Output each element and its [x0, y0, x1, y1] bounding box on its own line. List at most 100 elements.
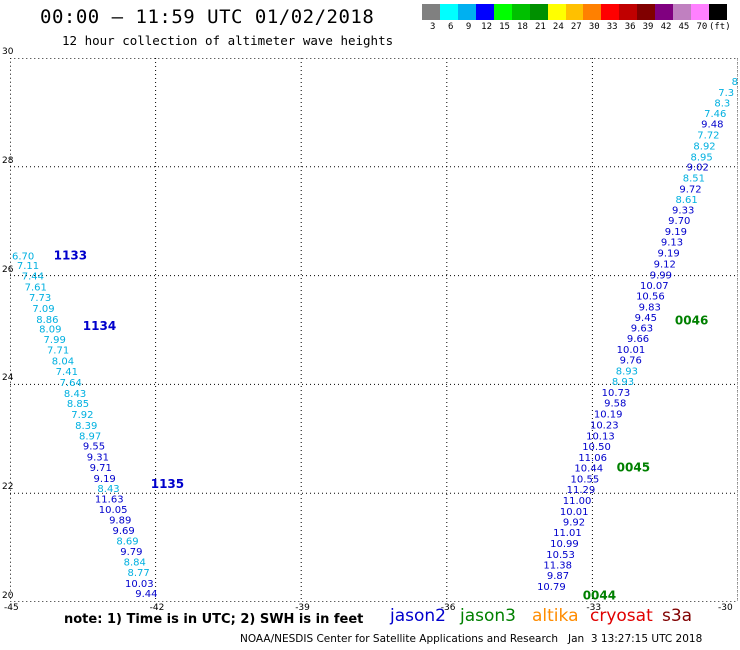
wave-height-value: 11.38: [543, 560, 572, 571]
wave-height-value: 10.56: [636, 292, 665, 303]
wave-height-value: 9.71: [90, 463, 112, 474]
wave-height-value: 8.39: [75, 421, 97, 432]
wave-height-value: 9.58: [604, 399, 626, 410]
wave-height-value: 9.69: [112, 526, 134, 537]
wave-height-value: 7.44: [22, 271, 44, 282]
wave-height-value: 9.44: [135, 589, 157, 600]
pass-time-label: 0044: [583, 588, 616, 602]
y-tick-label: 30: [2, 47, 14, 57]
wave-height-value: 7.61: [25, 282, 47, 293]
wave-height-value: 9.55: [83, 442, 105, 453]
wave-height-value: 9.19: [665, 227, 687, 238]
wave-height-value: 8.69: [116, 536, 138, 547]
wave-height-value: 8.85: [67, 399, 89, 410]
satellite-legend-s3a: s3a: [662, 606, 693, 626]
color-scale-label: 3: [430, 22, 436, 32]
x-tick-label: -45: [4, 603, 19, 613]
wave-height-value: 9.19: [94, 474, 116, 485]
color-scale-label: 6: [447, 22, 454, 32]
x-tick-label: -42: [149, 603, 165, 613]
wave-height-value: 9.92: [563, 517, 585, 528]
x-tick-label: -36: [440, 603, 456, 613]
plot-frame: [10, 58, 738, 602]
color-scale-label: 27: [570, 22, 582, 32]
color-swatch: [709, 4, 727, 20]
y-tick-label: 20: [2, 591, 14, 601]
satellite-legend-cryosat: cryosat: [590, 606, 653, 626]
wave-height-value: 8.43: [97, 484, 119, 495]
wave-height-value: 8.77: [128, 568, 150, 579]
wave-height-value: 10.23: [590, 420, 619, 431]
color-scale-label: 21: [534, 22, 546, 32]
pass-time-label: 1134: [83, 319, 116, 333]
wave-height-value: 7.41: [56, 367, 78, 378]
wave-height-value: 9.45: [635, 313, 657, 324]
wave-height-value: 9.12: [654, 259, 676, 270]
wave-height-value: 8.93: [612, 377, 634, 388]
wave-height-value: 10.07: [640, 281, 669, 292]
wave-height-value: 7.09: [32, 304, 54, 315]
wave-height-value: 10.01: [560, 507, 589, 518]
wave-height-value: 7.92: [71, 410, 93, 421]
color-scale-label: 18: [517, 22, 528, 32]
wave-height-map: 6.707.117.447.617.737.098.868.097.997.71…: [10, 58, 738, 602]
wave-height-value: 8.09: [39, 325, 61, 336]
color-swatch: [529, 4, 548, 20]
wave-height-value: 9.63: [631, 324, 653, 335]
wave-height-value: 10.01: [617, 345, 646, 356]
color-scale-label: 9: [465, 22, 472, 32]
map-subtitle: 12 hour collection of altimeter wave hei…: [62, 33, 394, 48]
pass-time-label: 0046: [675, 314, 708, 328]
note-text: note: 1) Time is in UTC; 2) SWH is in fe…: [64, 612, 364, 627]
wave-height-value: 9.79: [120, 547, 142, 558]
wave-height-value: 7.64: [60, 378, 82, 389]
wave-height-value: 9.13: [661, 238, 683, 249]
pass-time-label: 0045: [617, 460, 650, 474]
color-swatch: [583, 4, 602, 20]
color-swatch: [619, 4, 638, 20]
color-scale-label: 45: [678, 22, 690, 32]
wave-height-value: 9.99: [650, 270, 672, 281]
wave-height-value: 7.71: [47, 345, 69, 356]
wave-height-value: 7.11: [17, 261, 39, 272]
pass-time-label: 1133: [54, 248, 87, 262]
map-title: 00:00 – 11:59 UTC 01/02/2018: [40, 6, 375, 28]
wave-height-value: 10.05: [99, 505, 128, 516]
color-scale-label: 24: [552, 22, 564, 32]
color-swatch: [439, 4, 458, 20]
wave-height-value: 8.61: [675, 195, 697, 206]
wave-height-value: 9.02: [687, 163, 709, 174]
wave-height-value: 11.01: [553, 528, 582, 539]
wave-height-value: 8.95: [690, 152, 712, 163]
wave-height-value: 6.70: [12, 251, 34, 262]
color-swatch: [601, 4, 620, 20]
wave-height-value: 9.83: [639, 302, 661, 313]
y-tick-label: 22: [2, 482, 14, 493]
wave-height-value: 7.72: [697, 131, 719, 142]
wave-height-value: 10.13: [586, 431, 615, 442]
wave-height-value: 9.48: [701, 120, 723, 131]
wave-height-value: 8.3: [714, 98, 730, 109]
color-swatch: [422, 4, 440, 20]
wave-height-value: 11.06: [578, 453, 607, 464]
color-swatch: [655, 4, 674, 20]
wave-height-value: 10.79: [537, 582, 566, 593]
wave-height-value: 9.72: [679, 184, 701, 195]
wave-height-value: 8.92: [693, 141, 715, 152]
x-tick-label: -30: [718, 603, 733, 613]
x-tick-label: -39: [295, 603, 310, 613]
color-scale-label: 12: [481, 22, 492, 32]
satellite-legend-altika: altika: [532, 606, 579, 626]
color-swatch: [673, 4, 692, 20]
y-tick-label: 24: [2, 373, 14, 384]
wave-height-value: 8.04: [52, 356, 74, 367]
wave-height-value: 8.93: [616, 367, 638, 378]
wave-height-value: 9.70: [668, 216, 690, 227]
wave-height-value: 9.66: [627, 334, 649, 345]
wave-height-value: 9.89: [109, 516, 131, 527]
wave-height-value: 9.19: [657, 249, 679, 260]
wave-height-value: 10.73: [602, 388, 631, 399]
wave-height-value: 9.76: [620, 356, 642, 367]
color-scale-label: (ft): [708, 22, 731, 32]
wave-height-value: 9.87: [547, 571, 569, 582]
